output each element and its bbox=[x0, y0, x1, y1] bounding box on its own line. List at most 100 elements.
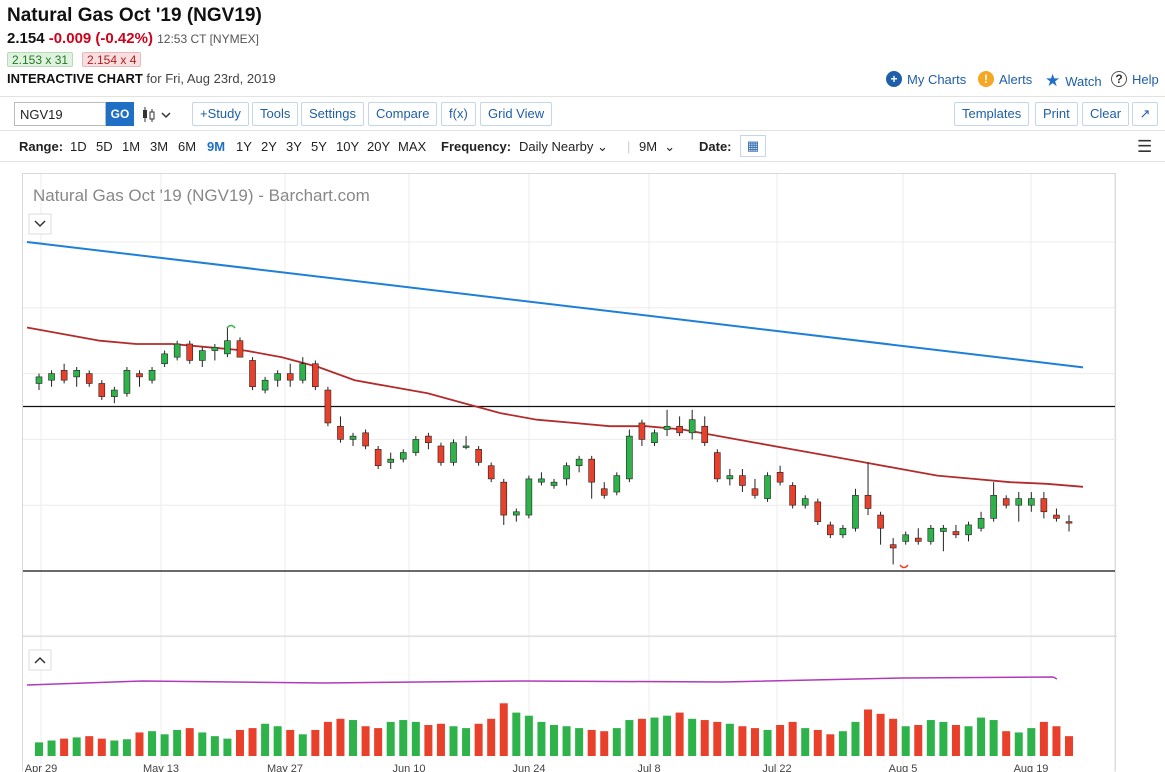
range-3y[interactable]: 3Y bbox=[286, 139, 302, 154]
candlestick-type-icon[interactable] bbox=[141, 106, 173, 124]
help-link[interactable]: ? Help bbox=[1111, 71, 1159, 87]
range-1d[interactable]: 1D bbox=[70, 139, 87, 154]
volume-bar bbox=[349, 720, 358, 756]
range-1y[interactable]: 1Y bbox=[236, 139, 252, 154]
volume-bar bbox=[725, 723, 734, 756]
candle-body bbox=[789, 485, 796, 506]
candle-body bbox=[475, 448, 482, 463]
period-select[interactable]: 9M ⌄ bbox=[639, 139, 675, 155]
range-2y[interactable]: 2Y bbox=[261, 139, 277, 154]
candle-body bbox=[462, 445, 470, 448]
range-3m[interactable]: 3M bbox=[150, 139, 169, 154]
candle bbox=[362, 429, 369, 450]
candle-body bbox=[198, 350, 206, 361]
candle-body bbox=[249, 360, 256, 388]
volume-bar bbox=[926, 720, 935, 756]
settings-button[interactable]: Settings bbox=[301, 102, 364, 126]
study-button[interactable]: +Study bbox=[192, 102, 249, 126]
volume-bar bbox=[562, 726, 571, 756]
volume-bar bbox=[198, 732, 207, 756]
clear-button[interactable]: Clear bbox=[1082, 102, 1130, 126]
volume-bar bbox=[35, 742, 43, 756]
volume-bar bbox=[650, 717, 659, 756]
volume-bar bbox=[386, 721, 395, 756]
chart-toolbar: GO +Study Tools Settings Compare f(x) Gr… bbox=[0, 96, 1165, 130]
range-1m[interactable]: 1M bbox=[122, 139, 141, 154]
volume-bar bbox=[688, 718, 697, 756]
volume-bar bbox=[763, 729, 772, 756]
print-button[interactable]: Print bbox=[1035, 102, 1078, 126]
range-5d[interactable]: 5D bbox=[96, 139, 113, 154]
volume-bar bbox=[286, 729, 295, 756]
candle-body bbox=[1040, 498, 1048, 513]
range-10y[interactable]: 10Y bbox=[336, 139, 360, 154]
tools-button[interactable]: Tools bbox=[252, 102, 299, 126]
candle bbox=[236, 337, 244, 358]
watch-link[interactable]: ★ Watch bbox=[1045, 71, 1102, 91]
volume-bar bbox=[311, 729, 320, 756]
my-charts-link[interactable]: + My Charts bbox=[886, 71, 966, 87]
candle-body bbox=[550, 481, 558, 486]
frequency-select[interactable]: Daily Nearby ⌄ bbox=[519, 139, 608, 155]
volume-bar bbox=[901, 726, 910, 756]
volume-bar bbox=[462, 728, 471, 756]
ask-badge: 2.154 x 4 bbox=[82, 52, 142, 67]
x-tick-label: Jul 8 bbox=[637, 763, 660, 772]
volume-bar bbox=[851, 721, 860, 756]
range-max[interactable]: MAX bbox=[398, 139, 427, 154]
range-20y[interactable]: 20Y bbox=[367, 139, 391, 154]
candle-body bbox=[161, 353, 168, 365]
candle bbox=[161, 350, 168, 368]
candle-body bbox=[35, 376, 43, 384]
candle-body bbox=[236, 340, 244, 358]
candle-body bbox=[864, 495, 872, 509]
candle-body bbox=[764, 475, 771, 499]
fx-button[interactable]: f(x) bbox=[441, 102, 476, 126]
volume-bar bbox=[223, 738, 232, 756]
quote-time: 12:53 CT [NYMEX] bbox=[157, 32, 259, 46]
candle-body bbox=[337, 425, 344, 440]
candle bbox=[789, 482, 796, 509]
candle bbox=[676, 416, 683, 437]
x-tick-label: Aug 19 bbox=[1014, 763, 1049, 772]
help-label: Help bbox=[1132, 71, 1159, 87]
volume-bar bbox=[838, 731, 847, 756]
volume-bar bbox=[1039, 721, 1048, 756]
candle bbox=[173, 340, 181, 361]
volume-bar bbox=[550, 725, 558, 756]
menu-icon[interactable]: ☰ bbox=[1137, 137, 1153, 156]
candle-body bbox=[1015, 498, 1023, 506]
candle bbox=[827, 521, 834, 539]
expand-icon[interactable]: ↗ bbox=[1132, 102, 1158, 126]
volume-bar bbox=[235, 729, 244, 756]
volume-bar bbox=[72, 737, 81, 756]
symbol-input[interactable] bbox=[14, 102, 106, 126]
templates-button[interactable]: Templates bbox=[954, 102, 1030, 126]
interactive-chart-label: INTERACTIVE CHART for Fri, Aug 23rd, 201… bbox=[7, 71, 276, 86]
candle-body bbox=[713, 452, 721, 480]
date-label: Date: bbox=[699, 139, 732, 154]
calendar-icon[interactable]: ▦ bbox=[740, 135, 766, 157]
candle bbox=[563, 462, 570, 486]
volume-bar bbox=[750, 728, 759, 756]
volume-bar bbox=[876, 713, 885, 756]
candle bbox=[337, 416, 344, 443]
range-6m[interactable]: 6M bbox=[178, 139, 197, 154]
candle-body bbox=[362, 432, 369, 447]
candle-body bbox=[98, 383, 106, 397]
candle-body bbox=[663, 425, 671, 430]
go-button[interactable]: GO bbox=[106, 102, 134, 126]
volume-bar bbox=[185, 728, 194, 756]
chevron-up-icon bbox=[34, 656, 46, 664]
candle bbox=[324, 386, 332, 427]
range-5y[interactable]: 5Y bbox=[311, 139, 327, 154]
volume-bar bbox=[625, 720, 634, 756]
alerts-link[interactable]: ! Alerts bbox=[978, 71, 1032, 87]
plus-circle-icon: + bbox=[886, 71, 902, 87]
range-9m[interactable]: 9M bbox=[207, 139, 226, 154]
candle bbox=[487, 462, 495, 483]
grid-view-button[interactable]: Grid View bbox=[480, 102, 553, 126]
high-marker bbox=[226, 324, 236, 329]
candle-body bbox=[726, 475, 734, 480]
compare-button[interactable]: Compare bbox=[368, 102, 438, 126]
